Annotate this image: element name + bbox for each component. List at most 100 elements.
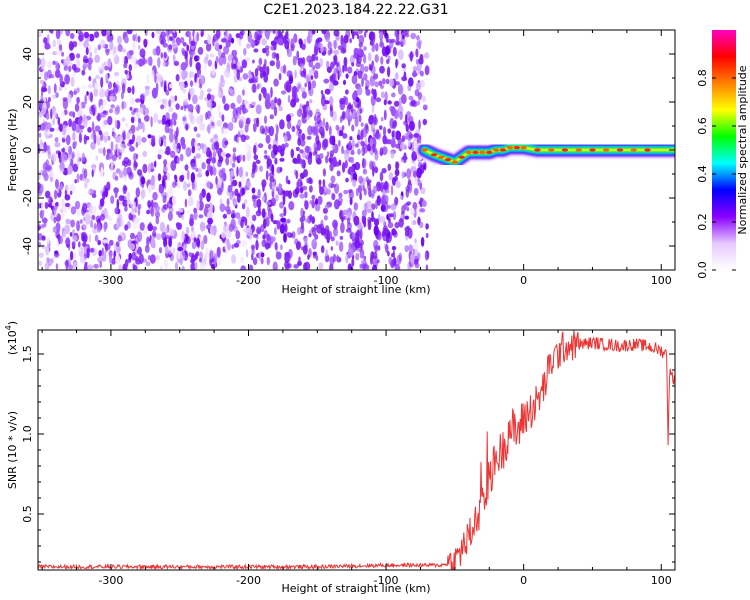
noise-blob [253, 48, 259, 53]
x-tick-label: -200 [236, 274, 261, 287]
noise-blob [286, 80, 291, 87]
noise-blob [230, 102, 236, 109]
noise-blob [84, 213, 91, 225]
noise-blob [139, 93, 146, 101]
noise-blob [112, 132, 117, 139]
noise-blob [59, 168, 65, 173]
noise-blob [391, 230, 398, 236]
noise-blob [413, 242, 419, 251]
noise-blob [224, 67, 230, 78]
noise-blob [129, 106, 133, 111]
noise-blob [391, 121, 397, 129]
noise-blob [386, 214, 389, 220]
noise-blob [196, 107, 200, 113]
noise-blob [213, 134, 218, 140]
noise-blob [343, 95, 346, 105]
noise-blob [162, 42, 168, 48]
noise-blob [304, 218, 310, 223]
noise-blob [406, 111, 411, 117]
noise-blob [361, 214, 367, 225]
noise-blob [65, 259, 69, 270]
noise-blob [414, 262, 420, 269]
noise-blob [185, 147, 192, 158]
noise-blob [123, 157, 130, 165]
noise-blob [279, 224, 285, 234]
noise-blob [55, 60, 59, 71]
colorbar-tick-label: 0.6 [696, 117, 709, 135]
noise-blob [236, 94, 242, 105]
noise-blob [131, 251, 136, 261]
noise-blob [86, 91, 89, 96]
noise-blob [171, 195, 177, 206]
noise-blob [56, 240, 59, 249]
noise-blob [374, 54, 379, 63]
noise-blob [413, 248, 419, 260]
noise-blob [186, 226, 190, 235]
noise-blob [160, 31, 166, 39]
noise-blob [325, 155, 329, 164]
noise-blob [351, 124, 355, 132]
noise-blob [45, 101, 50, 109]
noise-blob [195, 167, 199, 172]
noise-blob [236, 240, 241, 245]
noise-blob [252, 214, 257, 222]
noise-blob [375, 181, 382, 192]
noise-blob [73, 90, 78, 96]
noise-blob [343, 209, 348, 216]
noise-blob [102, 191, 106, 200]
noise-blob [233, 200, 237, 206]
noise-blob [380, 91, 385, 99]
noise-blob [274, 96, 278, 104]
noise-blob [257, 143, 264, 149]
noise-blob [60, 199, 65, 210]
noise-blob [245, 57, 251, 62]
noise-blob [400, 30, 407, 38]
noise-blob [412, 162, 417, 167]
noise-blob [135, 187, 140, 198]
noise-blob [172, 30, 176, 33]
noise-blob [424, 65, 430, 76]
noise-blob [172, 141, 177, 151]
noise-blob [371, 251, 378, 259]
noise-blob [194, 261, 198, 270]
noise-blob [164, 245, 169, 255]
noise-blob [377, 245, 381, 251]
noise-blob [184, 164, 189, 171]
noise-blob [241, 187, 246, 196]
noise-blob [144, 85, 150, 90]
noise-blob [356, 33, 360, 40]
noise-blob [197, 167, 202, 175]
noise-blob [104, 243, 111, 251]
noise-blob [80, 101, 86, 109]
noise-blob [94, 31, 100, 38]
noise-blob [163, 166, 169, 172]
noise-blob [81, 242, 87, 247]
noise-blob [398, 218, 404, 228]
noise-blob [168, 99, 172, 108]
noise-blob [406, 201, 412, 206]
noise-blob [150, 69, 155, 80]
noise-blob [394, 196, 399, 206]
noise-blob [299, 63, 305, 70]
noise-blob [408, 95, 414, 101]
noise-blob [341, 125, 345, 131]
noise-blob [130, 55, 137, 64]
noise-blob [392, 210, 397, 221]
noise-blob [134, 207, 137, 214]
noise-blob [203, 56, 209, 64]
noise-blob [166, 200, 173, 209]
noise-blob [309, 99, 313, 104]
noise-blob [48, 170, 55, 178]
noise-blob [361, 77, 364, 87]
spectrogram-noise [38, 30, 430, 270]
noise-blob [209, 150, 213, 161]
noise-blob [170, 160, 177, 172]
noise-blob [130, 200, 137, 209]
noise-blob [363, 73, 368, 81]
noise-blob [422, 118, 427, 126]
noise-blob [152, 226, 157, 231]
noise-blob [129, 97, 135, 105]
noise-blob [217, 90, 222, 98]
noise-blob [220, 172, 227, 182]
noise-blob [260, 72, 264, 79]
